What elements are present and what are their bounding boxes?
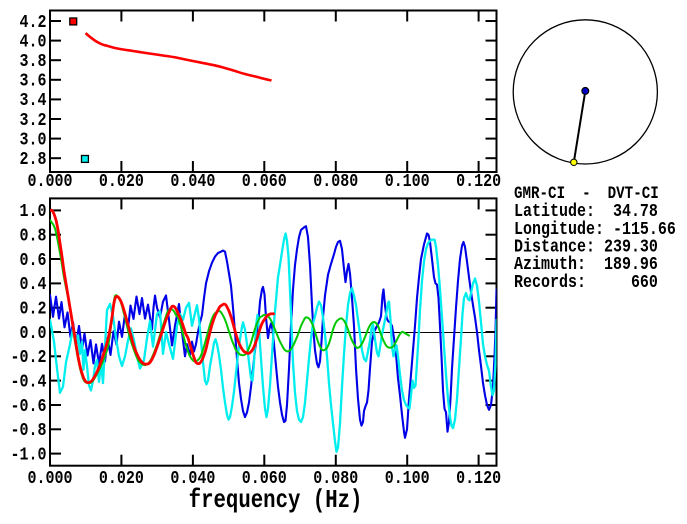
svg-text:4.0: 4.0 — [19, 32, 46, 53]
svg-text:3.0: 3.0 — [19, 130, 46, 151]
svg-text:0.100: 0.100 — [385, 172, 430, 193]
svg-text:0.6: 0.6 — [19, 251, 46, 272]
svg-text:0.040: 0.040 — [170, 469, 215, 490]
svg-text:-0.2: -0.2 — [11, 348, 47, 369]
svg-text:Latitude: 34.78: Latitude: 34.78 — [514, 202, 658, 223]
svg-text:Longitude: -115.66: Longitude: -115.66 — [514, 220, 676, 241]
svg-text:-0.6: -0.6 — [11, 397, 47, 418]
svg-text:0.060: 0.060 — [242, 172, 287, 193]
svg-text:3.6: 3.6 — [19, 71, 46, 92]
svg-text:0.4: 0.4 — [19, 275, 46, 296]
svg-text:3.8: 3.8 — [19, 52, 46, 73]
svg-text:0.2: 0.2 — [19, 299, 46, 320]
svg-text:0.100: 0.100 — [385, 469, 430, 490]
svg-text:0.020: 0.020 — [99, 172, 144, 193]
svg-text:0.000: 0.000 — [28, 172, 73, 193]
svg-text:3.2: 3.2 — [19, 111, 46, 132]
svg-text:0.040: 0.040 — [170, 172, 215, 193]
svg-text:4.2: 4.2 — [19, 13, 46, 34]
svg-text:frequency (Hz): frequency (Hz) — [189, 486, 363, 515]
svg-text:Distance: 239.30: Distance: 239.30 — [514, 237, 658, 258]
svg-text:0.080: 0.080 — [313, 172, 358, 193]
svg-text:-0.4: -0.4 — [11, 372, 47, 393]
svg-text:-1.0: -1.0 — [11, 445, 47, 466]
svg-text:0.120: 0.120 — [456, 172, 501, 193]
svg-text:0.8: 0.8 — [19, 226, 46, 247]
svg-text:0.080: 0.080 — [313, 469, 358, 490]
svg-text:Azimuth: 189.96: Azimuth: 189.96 — [514, 255, 658, 276]
svg-text:0.060: 0.060 — [242, 469, 287, 490]
svg-text:0.000: 0.000 — [28, 469, 73, 490]
svg-text:0.0: 0.0 — [19, 324, 46, 345]
svg-text:0.120: 0.120 — [456, 469, 501, 490]
svg-text:0.020: 0.020 — [99, 469, 144, 490]
svg-text:2.8: 2.8 — [19, 150, 46, 171]
svg-text:-0.8: -0.8 — [11, 421, 47, 442]
svg-text:1.0: 1.0 — [19, 202, 46, 223]
svg-text:Records: 660: Records: 660 — [514, 273, 658, 294]
svg-text:3.4: 3.4 — [19, 91, 46, 112]
svg-text:GMR-CI - DVT-CI: GMR-CI - DVT-CI — [514, 184, 659, 204]
